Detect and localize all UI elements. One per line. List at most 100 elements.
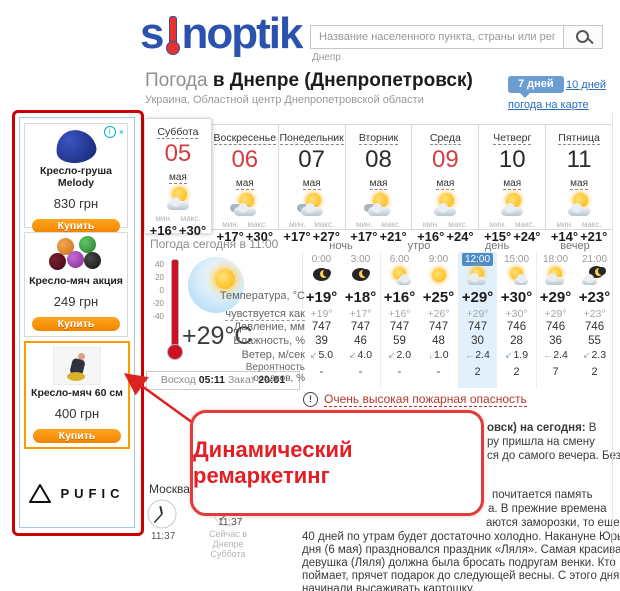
local-clock-caption: Сейчас в Днепре Суббота bbox=[208, 529, 247, 559]
pufic-brand-logo[interactable]: PUFIC bbox=[24, 468, 128, 518]
wind-row: ↙5.0 ↙4.0 ↙2.0 ↓1.0 ←2.4 ↙1.9 ←2.4 ↙2.3 bbox=[309, 349, 607, 362]
search-hint: Днепр bbox=[312, 52, 341, 63]
article-line: начинали высаживать картошку. bbox=[302, 583, 475, 591]
page-subtitle: Украина, Областной центр Днепропетровско… bbox=[145, 94, 424, 106]
article-fragment: а. В прежние времена bbox=[488, 503, 607, 515]
sun-icon bbox=[425, 266, 453, 285]
article-fragment: аются заморозки, то еще bbox=[486, 517, 620, 529]
pufic-triangle-icon bbox=[28, 483, 51, 503]
thermometer-icon bbox=[165, 16, 181, 55]
buy-button[interactable]: Купить bbox=[32, 317, 120, 331]
current-temperature: +29°C bbox=[182, 322, 253, 350]
temp-row-label: Температура, °C bbox=[219, 290, 305, 302]
ad-product-image[interactable] bbox=[48, 236, 104, 274]
buy-button[interactable]: Купить bbox=[32, 219, 120, 233]
tab-7-days[interactable]: 7 дней bbox=[508, 76, 564, 93]
hour-icons bbox=[302, 266, 614, 285]
wind-direction-icon: ↙ bbox=[387, 350, 396, 361]
tab-10-days[interactable]: 10 дней bbox=[566, 79, 607, 91]
day-card-sunday[interactable]: Воскресенье 06 мая мин. макс. +17° +30° bbox=[210, 124, 279, 244]
adchoices-info-icon[interactable]: i bbox=[103, 126, 116, 138]
day-card-thursday[interactable]: Четверг 10 мая мин. макс. +15° +24° bbox=[478, 124, 547, 244]
page-title: Погода в Днепре (Днепропетровск) bbox=[145, 70, 473, 91]
fire-danger-link[interactable]: Очень высокая пожарная опасность bbox=[324, 392, 527, 407]
sun-clouds-icon bbox=[362, 193, 396, 216]
sun-cloud-icon bbox=[495, 193, 529, 216]
moscow-clock-time: 11:37 bbox=[151, 531, 176, 542]
ad-product-title[interactable]: Кресло-мяч 60 см bbox=[31, 387, 123, 399]
moon-icon bbox=[308, 266, 336, 285]
ad-close-icon[interactable]: × bbox=[118, 127, 124, 137]
warning-icon: ! bbox=[303, 392, 318, 407]
ad-card-2[interactable]: Кресло-мяч акция 249 грн Купить bbox=[24, 232, 128, 337]
wind-direction-icon: ← bbox=[465, 350, 475, 361]
period-headers: ночь утро день вечер bbox=[329, 240, 590, 252]
sun-cloud-icon bbox=[464, 266, 492, 285]
day-card-monday[interactable]: Понедельник 07 мая мин. макс. +17° +27° bbox=[277, 124, 346, 244]
sun-small-cloud-icon bbox=[503, 266, 531, 285]
sun-small-cloud-icon bbox=[386, 266, 414, 285]
day-card-saturday[interactable]: Суббота 05 мая мин. макс. +16° +30° bbox=[144, 118, 212, 238]
wind-direction-icon: ↙ bbox=[504, 350, 513, 361]
feels-row: +19° +17° +16° +26° +29° +30° +29° +23° bbox=[310, 308, 606, 321]
temp-row: +19° +18° +16° +25° +29° +30° +29° +23° bbox=[305, 288, 611, 306]
search-icon bbox=[576, 30, 589, 43]
ad-product-image[interactable] bbox=[53, 347, 101, 385]
humidity-row: 39 46 59 48 30 28 36 55 bbox=[315, 335, 601, 347]
day-tabs: Суббота 05 мая мин. макс. +16° +30° Воскре… bbox=[144, 118, 614, 244]
wind-direction-icon: ↙ bbox=[309, 350, 318, 361]
sun-clouds-icon bbox=[295, 193, 329, 216]
ad-product-title[interactable]: Кресло-мяч акция bbox=[29, 275, 123, 287]
sun-cloud-icon bbox=[562, 193, 596, 216]
moscow-clock-label: Москва bbox=[149, 482, 190, 496]
tab-7-days-pointer bbox=[520, 93, 530, 98]
wind-direction-icon: ↙ bbox=[348, 350, 357, 361]
ad-product-title[interactable]: Кресло-груша Melody bbox=[40, 165, 112, 189]
current-hour-chip: 12:00 bbox=[461, 253, 494, 266]
article-line: 40 дней по утрам будет достаточно холодн… bbox=[302, 531, 620, 543]
wind-direction-icon: ↓ bbox=[428, 350, 433, 361]
day-card-friday[interactable]: Пятница 11 мая мин. макс. +14° +21° bbox=[545, 124, 614, 244]
thermometer-bulb-icon bbox=[167, 344, 183, 360]
logo-text-s: s bbox=[140, 9, 165, 58]
sun-cloud-icon bbox=[161, 187, 195, 210]
adchoices[interactable]: i × bbox=[103, 126, 124, 138]
wind-direction-icon: ↙ bbox=[582, 350, 591, 361]
search-input[interactable] bbox=[310, 25, 564, 49]
ad-product-price: 400 грн bbox=[54, 406, 100, 421]
local-clock-time: 11:37 bbox=[218, 517, 243, 528]
fire-danger-warning: ! Очень высокая пожарная опасность bbox=[303, 392, 527, 407]
weather-map-link[interactable]: погода на карте bbox=[508, 99, 589, 111]
sun-cloud-icon bbox=[428, 193, 462, 216]
sinoptik-logo[interactable]: s noptik bbox=[140, 8, 303, 58]
moon-cloud-icon bbox=[581, 266, 609, 285]
content-right-border bbox=[612, 112, 613, 580]
pressure-row: 747 747 747 747 747 746 746 746 bbox=[311, 321, 605, 333]
buy-button[interactable]: Купить bbox=[33, 429, 121, 443]
ad-card-3[interactable]: Кресло-мяч 60 см 400 грн Купить bbox=[24, 341, 130, 449]
sun-clouds-icon bbox=[228, 193, 262, 216]
article-fragment: почитается память bbox=[492, 489, 593, 501]
ad-card-1[interactable]: i × Кресло-груша Melody 830 грн Купить bbox=[24, 123, 128, 233]
day-card-tuesday[interactable]: Вторник 08 мая мин. макс. +17° +21° bbox=[344, 124, 413, 244]
moon-icon bbox=[347, 266, 375, 285]
article-fragment: ся до самого вечера. Без bbox=[487, 450, 620, 462]
search-button[interactable] bbox=[563, 25, 603, 49]
annotation-label: Динамический ремаркетинг bbox=[193, 437, 353, 488]
today-header: Погода сегодня в 11:00 bbox=[150, 237, 279, 251]
day-card-wednesday[interactable]: Среда 09 мая мин. макс. +16° +24° bbox=[411, 124, 480, 244]
thermometer-scale: 40 20 0 -20 -40 bbox=[152, 260, 164, 321]
pufic-brand-text: PUFIC bbox=[60, 485, 125, 501]
sun-cloud-icon bbox=[542, 266, 570, 285]
feels-row-label[interactable]: чувствуется как bbox=[225, 308, 305, 321]
ad-product-price: 249 грн bbox=[53, 294, 99, 309]
article-fragment: овск) на сегодня: В bbox=[487, 422, 597, 434]
wind-direction-icon: ← bbox=[543, 350, 553, 361]
article-fragment: ру пришла на смену bbox=[487, 436, 595, 448]
humidity-row-label: Влажность, % bbox=[233, 335, 305, 347]
precip-row-label: Вероятность осадков, % bbox=[245, 362, 305, 384]
logo-text-noptik: noptik bbox=[181, 9, 303, 58]
moscow-clock-icon bbox=[147, 499, 177, 529]
